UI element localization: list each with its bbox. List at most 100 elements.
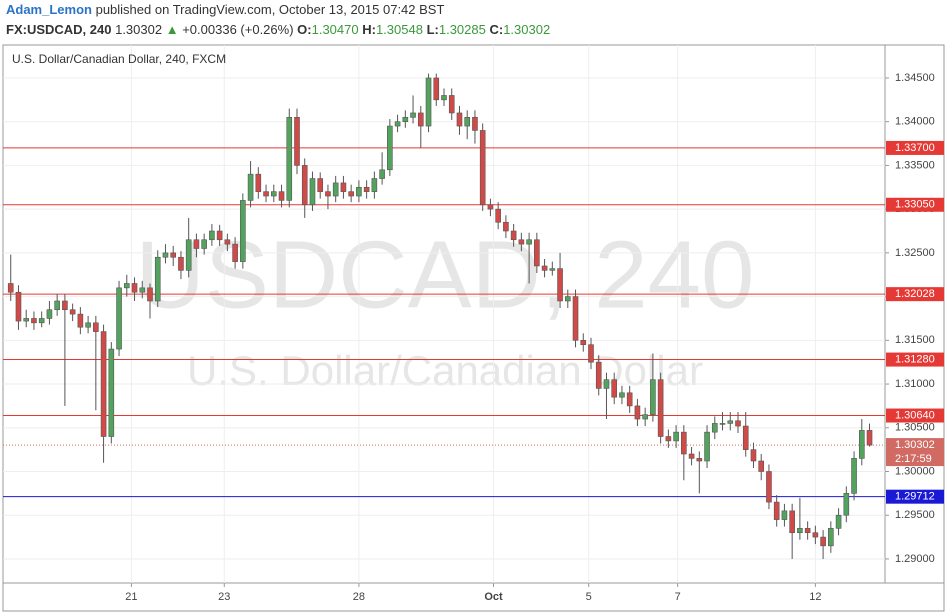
candle-body [379,169,385,179]
candle-body [193,239,200,249]
watermark: USDCAD, 240 [136,221,755,328]
candle-body [394,121,401,127]
candle-body [673,431,679,442]
candle-body [363,186,370,192]
candle-body [62,300,68,311]
candle-body [820,536,826,547]
candle-body [681,431,687,455]
candle-body [688,453,695,459]
y-tick-label: 1.30000 [895,465,935,477]
candle-body [7,283,14,293]
candle-body [170,252,177,258]
candle-body [742,425,749,450]
frame [2,44,945,584]
candle-body [69,309,76,315]
level-label: 1.29712 [895,491,935,503]
candle-body [123,283,130,289]
candle-body [77,313,84,328]
x-tick-label: 5 [586,591,592,603]
y-tick-label: 1.31000 [895,378,935,390]
ohlc-label: C: [489,22,504,37]
bottom-frame [2,582,945,612]
candle-body [750,449,757,462]
level-tag [886,408,944,423]
header: Adam_Lemon published on TradingView.com,… [0,0,947,42]
candle-body [812,532,819,538]
candle-body [433,77,440,101]
candle-body [100,331,107,437]
candle-body [634,405,641,420]
candle-body [526,239,532,245]
candle-body [232,243,238,262]
candle-body [301,165,308,206]
candle-body [464,117,471,127]
candle-body [518,239,525,245]
candle-body [727,420,734,424]
candle-body [595,361,602,389]
candle-body [309,178,316,206]
candle-body [758,460,765,472]
last: 1.30302 [115,22,163,37]
ohlc-label: L: [426,22,439,37]
level-tag [886,197,944,212]
published: published on TradingView.com, October 13… [95,2,445,17]
chart-title: U.S. Dollar/Canadian Dollar, 240, FXCM [12,52,226,66]
candle-body [294,117,300,166]
candle-body [766,471,772,503]
candle-body [332,182,339,197]
candle-body [510,230,517,241]
candle-body [456,112,463,127]
candle-body [46,309,53,319]
candle-body [495,208,501,223]
candle-body [348,191,354,197]
candle-body [185,239,192,271]
level-tag [886,287,944,302]
candle-body [472,117,478,131]
candle-body [201,239,207,249]
level-tag [886,140,944,155]
change: +0.00336 (+0.26%) [182,22,294,37]
symbol: FX:USDCAD, 240 [6,22,112,37]
y-tick-label: 1.29500 [895,509,935,521]
candle-body [603,379,610,389]
candle-body [696,458,703,462]
candle-body [642,414,648,420]
ohlc-value: 1.30548 [375,22,423,37]
candle-body [240,200,246,262]
candle-body [224,239,231,245]
x-tick-label: 7 [675,591,681,603]
x-tick-label: 21 [125,591,137,603]
candle-body [735,420,741,427]
candle-body [147,287,153,302]
candle-body [402,117,409,122]
y-tick-label: 1.31500 [895,334,935,346]
author[interactable]: Adam_Lemon [6,2,92,17]
x-tick-label: Oct [484,591,503,603]
candle-body [564,296,571,302]
y-tick-label: 1.34000 [895,116,935,128]
candle-body [657,379,664,437]
candle-body [425,77,432,127]
header-line: Adam_Lemon published on TradingView.com,… [0,0,947,20]
candle-body [866,430,873,446]
candle-body [665,436,672,442]
candle-body [131,283,138,293]
candle-body [828,528,834,547]
candle-body [611,379,618,398]
level-label: 1.31280 [895,353,935,365]
candle-body [797,528,803,534]
candle-body [487,204,494,210]
chart: USDCAD, 240 U.S. Dollar/Canadian Dollar 1.… [2,44,945,612]
candle-body [270,191,277,197]
candle-body [178,256,184,271]
x-tick-label: 12 [809,591,821,603]
candle-body [417,112,424,127]
candle-body [216,230,223,241]
candle-body [858,430,865,459]
candle-body [38,318,45,324]
ohlc-label: H: [362,22,376,37]
candle-body [619,392,625,398]
level-label: 1.33050 [895,199,935,211]
candle-body [503,221,509,232]
